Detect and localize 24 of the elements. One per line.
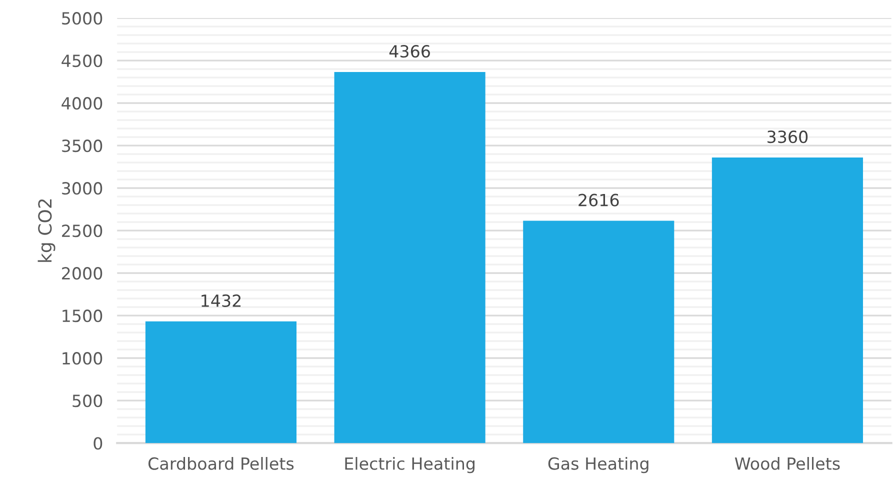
y-axis-title: kg CO2 bbox=[38, 199, 56, 262]
x-tick-label: Gas Heating bbox=[548, 456, 648, 474]
y-tick-label: 500 bbox=[72, 394, 102, 408]
y-tick-label: 3500 bbox=[62, 140, 102, 152]
y-tick-label: 2500 bbox=[62, 224, 102, 238]
data-label: 2616 bbox=[578, 194, 619, 206]
y-tick-label: 2000 bbox=[62, 267, 102, 280]
y-tick-label: 5000 bbox=[62, 12, 102, 25]
y-tick-label: 0 bbox=[94, 437, 102, 450]
x-tick-label: Electric Heating bbox=[345, 456, 474, 474]
data-label: 1432 bbox=[202, 294, 241, 308]
y-tick-label: 1500 bbox=[62, 310, 102, 322]
y-tick-label: 4000 bbox=[62, 97, 102, 110]
x-tick-label: Cardboard Pellets bbox=[148, 456, 294, 470]
bar bbox=[523, 220, 674, 444]
bar bbox=[334, 72, 486, 444]
bar bbox=[712, 157, 863, 444]
data-label: 3360 bbox=[768, 130, 808, 144]
x-tick-label: Wood Pellets bbox=[734, 456, 840, 470]
bar bbox=[145, 321, 297, 444]
data-label: 4366 bbox=[389, 45, 430, 58]
y-tick-label: 3000 bbox=[62, 182, 102, 195]
y-tick-label: 1000 bbox=[62, 352, 102, 365]
y-tick-label: 4500 bbox=[62, 54, 102, 68]
